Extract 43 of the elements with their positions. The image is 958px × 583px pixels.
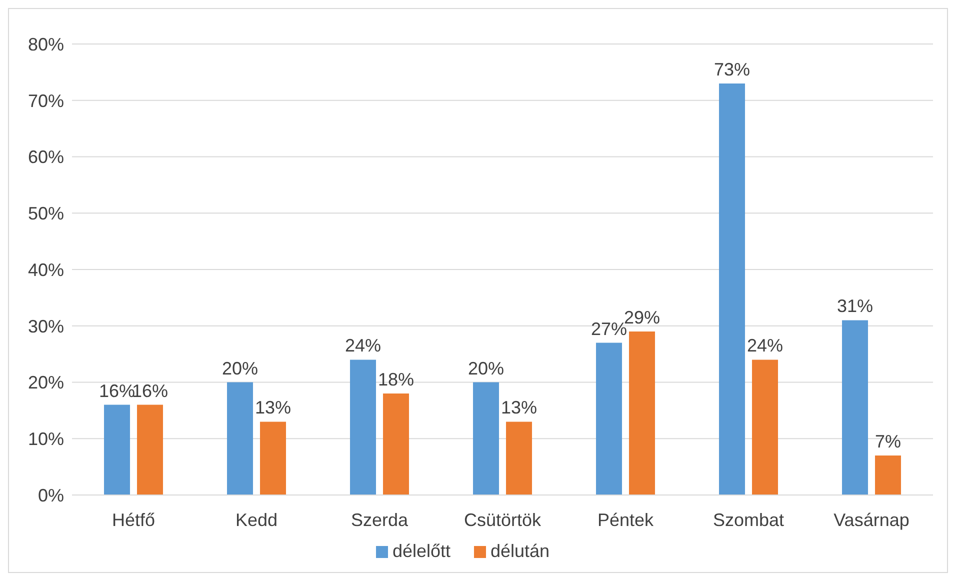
y-tick-label: 80% — [28, 34, 64, 54]
x-tick-label: Szombat — [712, 510, 784, 530]
y-tick-label: 40% — [28, 260, 64, 280]
bar — [260, 422, 286, 495]
y-tick-label: 10% — [28, 429, 64, 450]
bar — [350, 360, 376, 495]
data-label: 31% — [836, 296, 874, 316]
x-tick-label: Péntek — [597, 510, 655, 530]
data-label: 29% — [624, 308, 660, 328]
y-tick-label: 60% — [28, 147, 64, 168]
data-label: 13% — [500, 398, 538, 418]
bar — [596, 342, 622, 495]
bar — [719, 83, 745, 495]
y-tick-label: 50% — [28, 204, 64, 224]
bar — [629, 332, 655, 495]
bar — [473, 382, 499, 495]
legend-label: délután — [490, 541, 550, 561]
data-label: 20% — [222, 358, 258, 378]
x-tick-label: Csütörtök — [464, 510, 542, 530]
data-label: 7% — [874, 432, 902, 452]
data-label: 24% — [344, 336, 382, 356]
bar — [137, 404, 163, 495]
data-label: 20% — [468, 358, 504, 378]
y-tick-label: 70% — [28, 90, 64, 111]
bar — [104, 404, 130, 495]
y-tick-label: 20% — [28, 372, 64, 393]
x-tick-label: Hétfő — [112, 510, 156, 530]
legend-label: délelőtt — [392, 541, 450, 561]
bar — [875, 456, 901, 495]
data-label: 73% — [714, 59, 750, 80]
data-label: 18% — [378, 370, 414, 390]
y-tick-label: 0% — [38, 485, 64, 506]
x-tick-label: Vasárnap — [834, 510, 910, 530]
data-label: 13% — [254, 398, 292, 418]
bar — [227, 382, 253, 495]
bar — [383, 394, 409, 495]
bar — [752, 360, 778, 495]
x-tick-label: Szerda — [350, 510, 409, 530]
data-label: 24% — [746, 336, 784, 356]
bar — [842, 320, 868, 495]
bar — [506, 422, 532, 495]
y-tick-label: 30% — [28, 316, 64, 336]
x-tick-label: Kedd — [235, 510, 278, 530]
